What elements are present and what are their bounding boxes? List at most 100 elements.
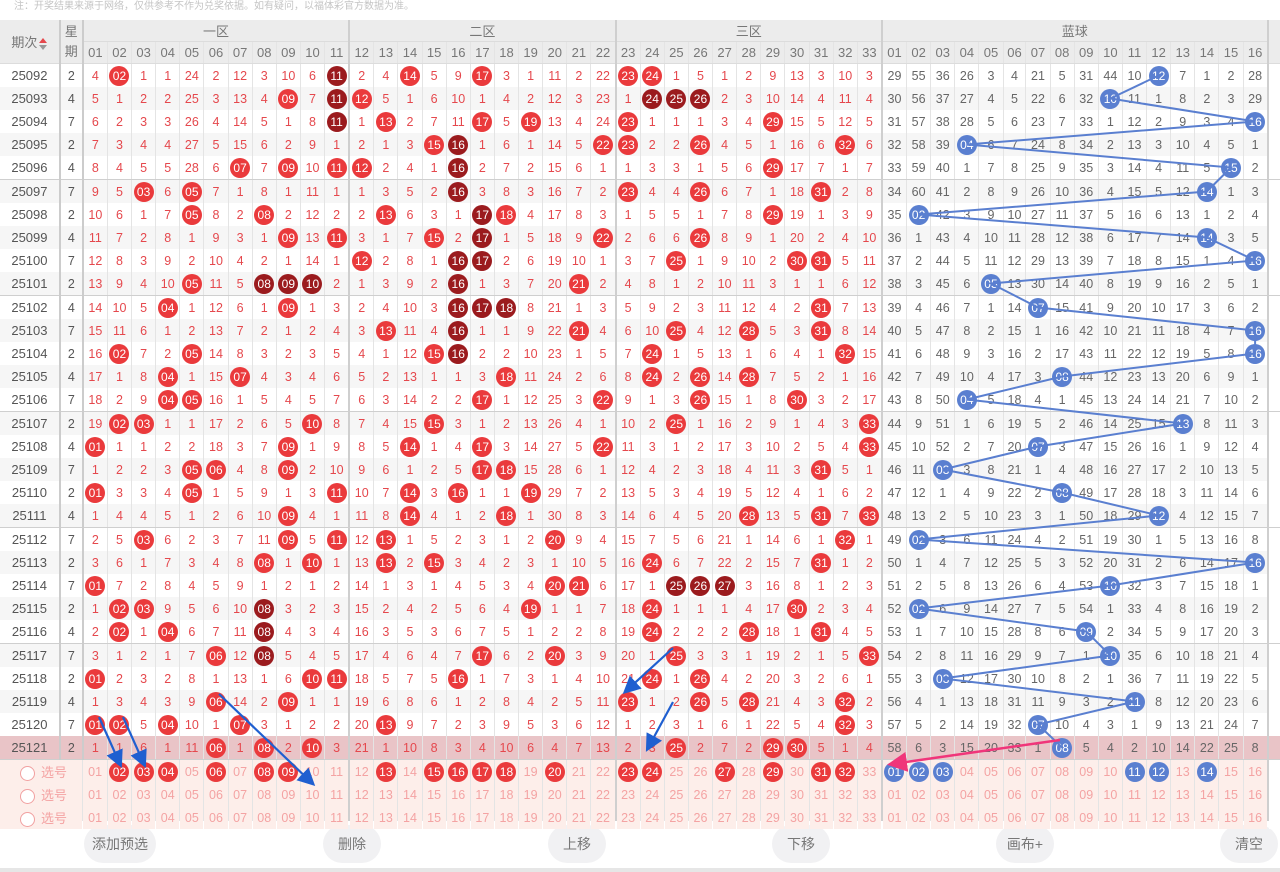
red-pick-cell[interactable]: 14 xyxy=(397,783,423,806)
selection-row-header[interactable]: 选号 xyxy=(0,806,84,829)
selection-row-header[interactable]: 选号 xyxy=(0,783,84,806)
blue-pick-cell[interactable]: 02 xyxy=(906,759,932,783)
radio-button[interactable] xyxy=(20,812,35,828)
red-pick-cell[interactable]: 07 xyxy=(228,783,253,806)
blue-pick-cell[interactable]: 02 xyxy=(906,806,932,829)
radio-button[interactable] xyxy=(20,789,35,805)
red-pick-cell[interactable]: 01 xyxy=(82,806,108,829)
blue-pick-cell[interactable]: 14 xyxy=(1194,783,1220,806)
red-pick-cell[interactable]: 20 xyxy=(542,759,568,783)
blue-pick-cell[interactable]: 03 xyxy=(930,783,956,806)
red-pick-cell[interactable]: 05 xyxy=(179,783,205,806)
selection-row-header[interactable]: 选号 xyxy=(0,759,84,783)
red-pick-cell[interactable]: 03 xyxy=(131,806,157,829)
selected-blue-ball[interactable]: 03 xyxy=(932,761,953,782)
red-pick-cell[interactable]: 27 xyxy=(712,783,738,806)
selected-red-ball[interactable]: 18 xyxy=(496,761,517,782)
selected-red-ball[interactable]: 31 xyxy=(811,761,832,782)
red-pick-cell[interactable]: 29 xyxy=(760,783,786,806)
red-pick-cell[interactable]: 32 xyxy=(833,806,858,829)
red-pick-cell[interactable]: 10 xyxy=(300,783,326,806)
blue-pick-cell[interactable]: 05 xyxy=(978,783,1004,806)
red-pick-cell[interactable]: 11 xyxy=(324,783,351,806)
blue-pick-cell[interactable]: 15 xyxy=(1218,759,1244,783)
red-pick-cell[interactable]: 25 xyxy=(664,783,689,806)
red-pick-cell[interactable]: 14 xyxy=(397,759,423,783)
blue-pick-cell[interactable]: 11 xyxy=(1122,806,1148,829)
move-up-button[interactable]: 上移 xyxy=(548,825,606,863)
blue-pick-cell[interactable]: 07 xyxy=(1025,783,1051,806)
blue-pick-cell[interactable]: 10 xyxy=(1098,783,1123,806)
blue-pick-cell[interactable]: 01 xyxy=(881,806,908,829)
red-pick-cell[interactable]: 23 xyxy=(615,783,641,806)
blue-pick-cell[interactable]: 03 xyxy=(930,806,956,829)
blue-pick-cell[interactable]: 14 xyxy=(1194,759,1220,783)
red-pick-cell[interactable]: 23 xyxy=(615,806,641,829)
blue-pick-cell[interactable]: 12 xyxy=(1146,783,1172,806)
red-pick-cell[interactable]: 08 xyxy=(252,783,277,806)
red-pick-cell[interactable]: 21 xyxy=(566,783,592,806)
selected-blue-ball[interactable]: 02 xyxy=(908,761,929,782)
red-pick-cell[interactable]: 07 xyxy=(228,759,253,783)
clear-button[interactable]: 清空 xyxy=(1220,825,1278,863)
red-pick-cell[interactable]: 28 xyxy=(736,806,762,829)
red-pick-cell[interactable]: 26 xyxy=(688,806,714,829)
blue-pick-cell[interactable]: 16 xyxy=(1243,759,1269,783)
red-pick-cell[interactable]: 10 xyxy=(300,806,326,829)
blue-pick-cell[interactable]: 10 xyxy=(1098,759,1123,783)
red-pick-cell[interactable]: 18 xyxy=(494,759,520,783)
red-pick-cell[interactable]: 21 xyxy=(566,759,592,783)
red-pick-cell[interactable]: 13 xyxy=(373,759,399,783)
red-pick-cell[interactable]: 30 xyxy=(784,759,810,783)
blue-pick-cell[interactable]: 06 xyxy=(1003,759,1027,783)
red-pick-cell[interactable]: 24 xyxy=(640,759,665,783)
selected-red-ball[interactable]: 08 xyxy=(254,761,275,782)
red-pick-cell[interactable]: 13 xyxy=(373,783,399,806)
blue-pick-cell[interactable]: 12 xyxy=(1146,759,1172,783)
red-pick-cell[interactable]: 16 xyxy=(446,806,471,829)
red-pick-cell[interactable]: 29 xyxy=(760,759,786,783)
selected-red-ball[interactable]: 32 xyxy=(835,761,856,782)
red-pick-cell[interactable]: 05 xyxy=(179,759,205,783)
red-pick-cell[interactable]: 17 xyxy=(470,806,495,829)
selected-blue-ball[interactable]: 01 xyxy=(884,761,905,782)
selected-red-ball[interactable]: 29 xyxy=(762,761,783,782)
red-pick-cell[interactable]: 31 xyxy=(809,783,834,806)
selected-red-ball[interactable]: 02 xyxy=(109,761,130,782)
red-pick-cell[interactable]: 30 xyxy=(784,783,810,806)
red-pick-cell[interactable]: 26 xyxy=(688,759,714,783)
selected-red-ball[interactable]: 23 xyxy=(618,761,639,782)
red-pick-cell[interactable]: 21 xyxy=(566,806,592,829)
red-pick-cell[interactable]: 20 xyxy=(542,806,568,829)
blue-pick-cell[interactable]: 16 xyxy=(1243,783,1269,806)
blue-pick-cell[interactable]: 01 xyxy=(881,759,908,783)
add-preselection-button[interactable]: 添加预选 xyxy=(84,825,156,863)
selected-red-ball[interactable]: 20 xyxy=(544,761,565,782)
red-pick-cell[interactable]: 05 xyxy=(179,806,205,829)
red-pick-cell[interactable]: 33 xyxy=(857,806,883,829)
red-pick-cell[interactable]: 03 xyxy=(131,783,157,806)
blue-pick-cell[interactable]: 16 xyxy=(1243,806,1269,829)
selected-blue-ball[interactable]: 11 xyxy=(1124,761,1145,782)
red-pick-cell[interactable]: 20 xyxy=(542,783,568,806)
blue-pick-cell[interactable]: 02 xyxy=(906,783,932,806)
blue-pick-cell[interactable]: 13 xyxy=(1170,783,1196,806)
red-pick-cell[interactable]: 09 xyxy=(276,759,301,783)
selected-red-ball[interactable]: 06 xyxy=(205,761,226,782)
red-pick-cell[interactable]: 33 xyxy=(857,783,883,806)
blue-pick-cell[interactable]: 08 xyxy=(1050,759,1075,783)
move-down-button[interactable]: 下移 xyxy=(772,825,830,863)
red-pick-cell[interactable]: 22 xyxy=(590,806,617,829)
blue-pick-cell[interactable]: 04 xyxy=(954,806,980,829)
blue-pick-cell[interactable]: 06 xyxy=(1003,783,1027,806)
red-pick-cell[interactable]: 13 xyxy=(373,806,399,829)
selected-red-ball[interactable]: 27 xyxy=(714,761,735,782)
blue-pick-cell[interactable]: 04 xyxy=(954,783,980,806)
blue-pick-cell[interactable]: 03 xyxy=(930,759,956,783)
red-pick-cell[interactable]: 02 xyxy=(107,759,133,783)
selected-red-ball[interactable]: 24 xyxy=(642,761,663,782)
red-pick-cell[interactable]: 27 xyxy=(712,759,738,783)
red-pick-cell[interactable]: 12 xyxy=(349,759,375,783)
blue-pick-cell[interactable]: 10 xyxy=(1098,806,1123,829)
issue-column-header[interactable]: 期次 xyxy=(0,20,61,64)
